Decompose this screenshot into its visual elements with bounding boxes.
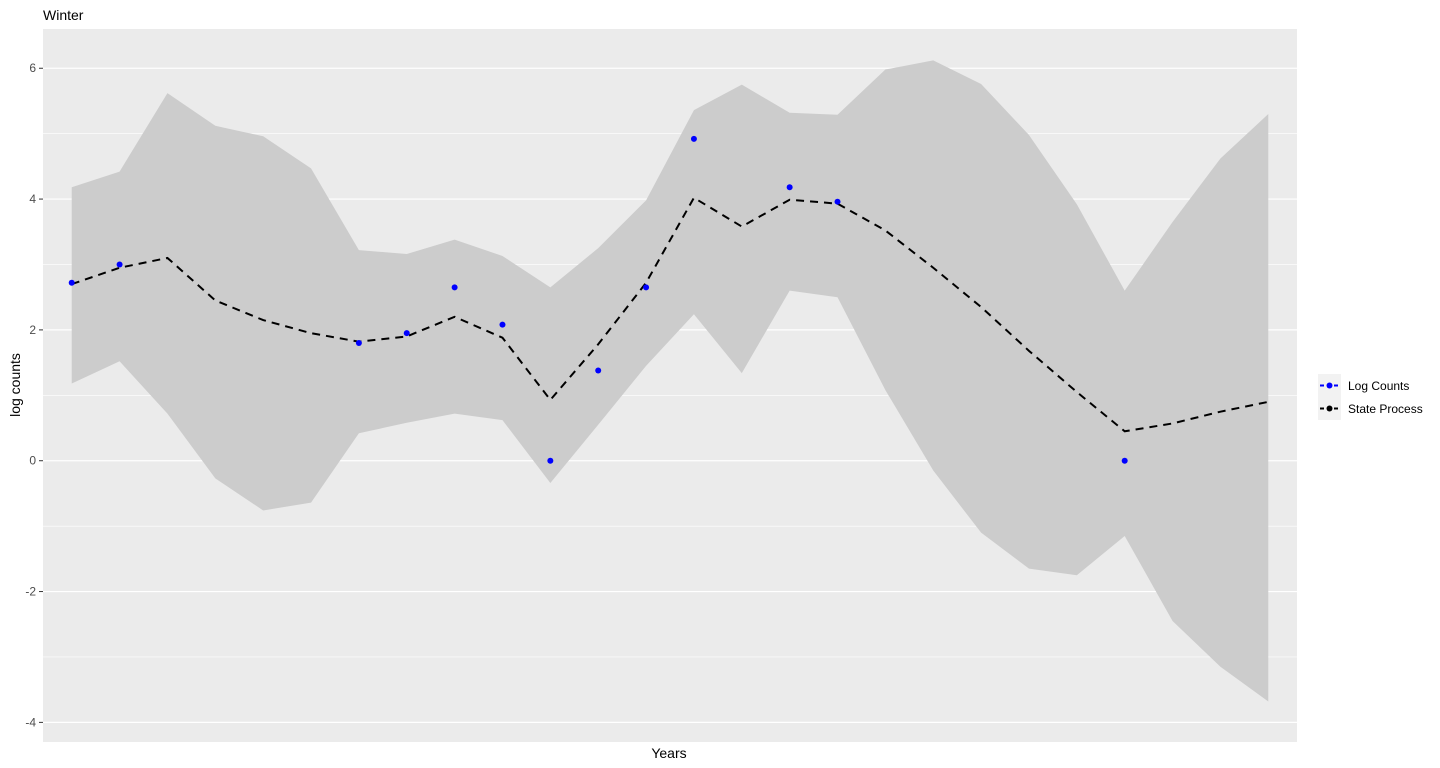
legend-label-state-process: State Process [1348, 402, 1423, 416]
log-count-point [1121, 457, 1128, 464]
chart-title: Winter [43, 7, 84, 23]
log-count-points [68, 135, 1128, 464]
y-tick-label: 2 [29, 323, 36, 337]
log-count-point [595, 367, 602, 374]
legend-label-log-counts: Log Counts [1348, 379, 1409, 393]
y-tick-label: -4 [25, 715, 36, 729]
log-count-point [68, 279, 75, 286]
state-process-line [71, 196, 1269, 433]
confidence-ribbon [71, 60, 1269, 702]
y-tick-label: -2 [25, 585, 36, 599]
y-axis-label: log counts [7, 353, 23, 417]
log-count-point [499, 321, 506, 328]
y-tick-label: 6 [29, 61, 36, 75]
legend: Log Counts State Process [1318, 374, 1423, 420]
log-count-point [690, 135, 697, 142]
y-axis: -4 -2 0 2 4 6 [25, 61, 43, 729]
log-count-point [643, 284, 650, 291]
log-count-point [451, 284, 458, 291]
log-count-point [403, 330, 410, 337]
x-axis-label: Years [651, 745, 686, 761]
log-count-point [547, 457, 554, 464]
y-tick-label: 0 [29, 454, 36, 468]
legend-point-state-process [1326, 405, 1333, 412]
log-count-point [116, 261, 123, 268]
log-count-point [355, 339, 362, 346]
legend-point-log-counts [1326, 382, 1333, 389]
log-count-point [834, 198, 841, 205]
y-tick-label: 4 [29, 192, 36, 206]
log-count-point [786, 184, 793, 191]
